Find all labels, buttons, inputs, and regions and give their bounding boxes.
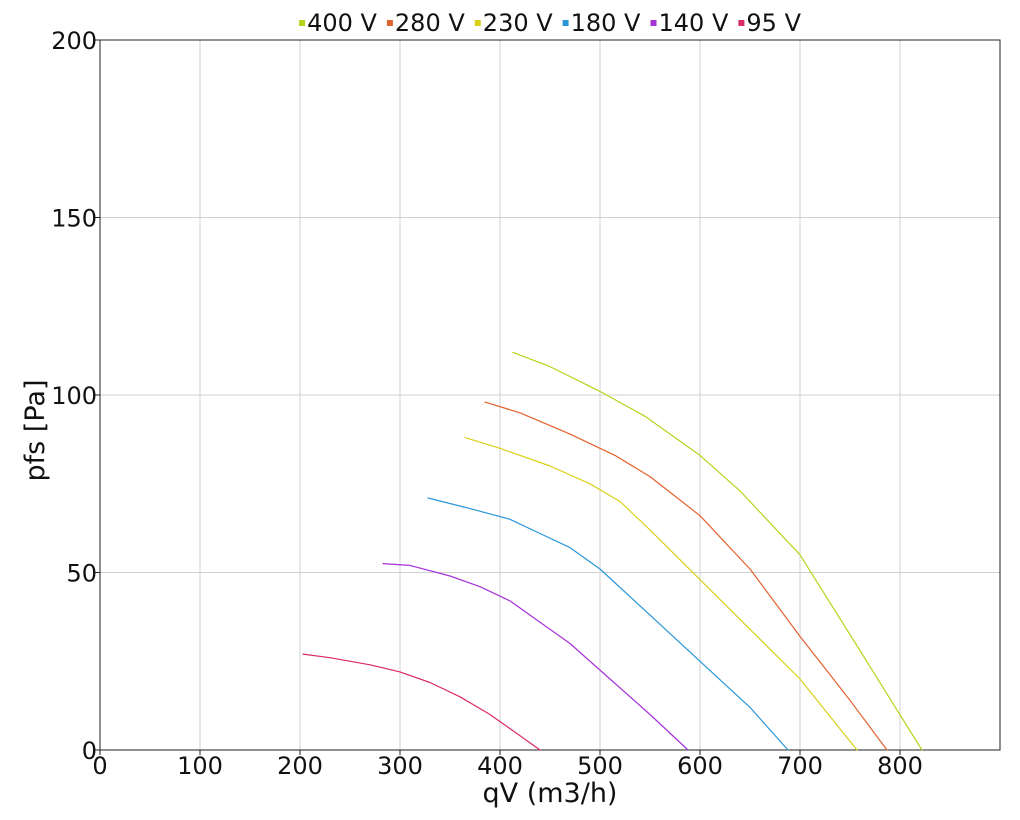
x-tick-label: 600	[677, 752, 723, 780]
legend: 400 V 280 V 230 V 180 V 140 V 95 V	[299, 9, 802, 37]
series-line	[302, 653, 541, 751]
y-tick-label: 50	[66, 560, 97, 588]
legend-item: 95 V	[738, 9, 802, 37]
legend-item: 140 V	[650, 9, 729, 37]
series-line	[484, 401, 888, 751]
tick-labels: 0 100 200 300 400 500 600 700 800 0 50 100 150 200	[51, 27, 923, 780]
y-axis-title: pfs [Pa]	[20, 380, 51, 482]
legend-item: 180 V	[562, 9, 641, 37]
x-tick-label: 700	[777, 752, 823, 780]
legend-item: 280 V	[386, 9, 465, 37]
x-tick-label: 500	[577, 752, 623, 780]
legend-label: 140 V	[659, 9, 729, 37]
y-tick-label: 150	[51, 205, 97, 233]
series-line	[464, 437, 858, 751]
legend-label: 280 V	[395, 9, 465, 37]
x-axis-title: qV (m3/h)	[483, 778, 618, 809]
x-tick-label: 100	[177, 752, 223, 780]
legend-item: 230 V	[474, 9, 553, 37]
legend-label: 180 V	[571, 9, 641, 37]
series-lines	[302, 351, 923, 751]
legend-label: 95 V	[746, 9, 801, 37]
legend-swatch	[474, 20, 481, 26]
legend-label: 400 V	[307, 9, 377, 37]
legend-swatch	[299, 20, 306, 26]
x-tick-label: 800	[877, 752, 923, 780]
legend-label: 230 V	[483, 9, 553, 37]
legend-swatch	[562, 20, 569, 26]
series-line	[427, 497, 789, 751]
x-tick-label: 300	[377, 752, 423, 780]
y-tick-label: 200	[51, 27, 97, 55]
series-line	[512, 351, 923, 751]
grid	[99, 39, 1000, 751]
y-tick-label: 0	[82, 737, 97, 765]
legend-swatch	[650, 20, 657, 26]
legend-swatch	[738, 20, 745, 26]
legend-item: 400 V	[299, 9, 378, 37]
y-tick-label: 100	[51, 382, 97, 410]
x-tick-label: 0	[92, 752, 107, 780]
x-tick-label: 200	[277, 752, 323, 780]
x-tick-label: 400	[477, 752, 523, 780]
legend-swatch	[386, 20, 393, 26]
series-line	[382, 562, 689, 751]
